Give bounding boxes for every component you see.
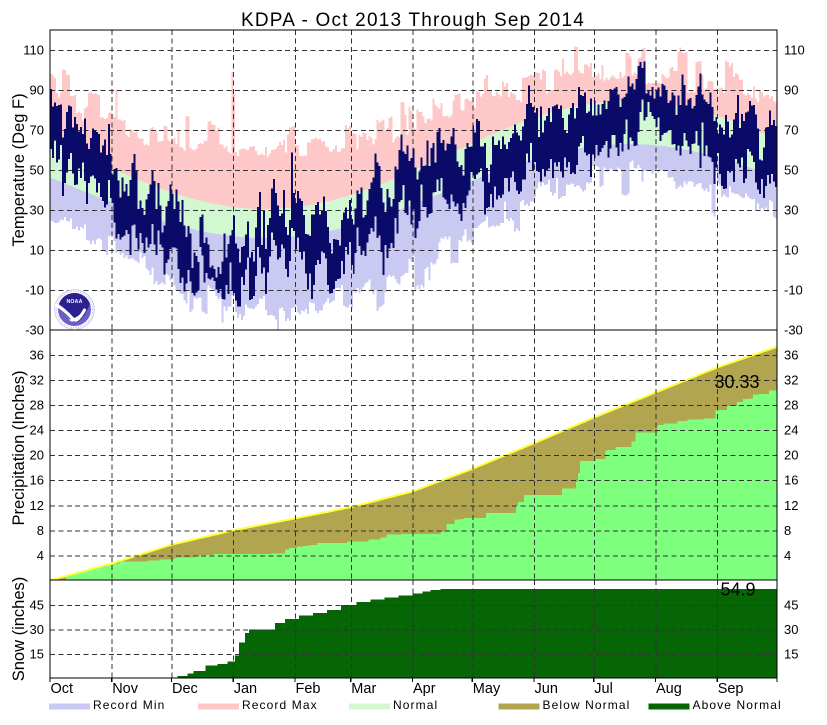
svg-text:Above Normal: Above Normal: [693, 698, 782, 712]
svg-text:20: 20: [784, 448, 798, 463]
svg-text:Record Min: Record Min: [93, 698, 165, 712]
svg-text:20: 20: [30, 448, 44, 463]
svg-text:-30: -30: [784, 323, 803, 338]
svg-text:Sep: Sep: [718, 681, 744, 697]
svg-text:Aug: Aug: [656, 681, 682, 697]
svg-text:8: 8: [37, 523, 44, 538]
svg-text:45: 45: [30, 598, 44, 613]
svg-text:15: 15: [784, 647, 798, 662]
svg-text:Snow (inches): Snow (inches): [10, 577, 28, 682]
svg-text:-10: -10: [25, 283, 44, 298]
svg-text:70: 70: [784, 123, 798, 138]
svg-text:30: 30: [784, 203, 798, 218]
svg-text:45: 45: [784, 598, 798, 613]
svg-text:4: 4: [37, 548, 44, 563]
svg-text:10: 10: [784, 243, 798, 258]
svg-text:50: 50: [30, 163, 44, 178]
svg-text:10: 10: [30, 243, 44, 258]
svg-text:Feb: Feb: [296, 681, 321, 697]
svg-text:Below Normal: Below Normal: [543, 698, 631, 712]
svg-text:4: 4: [784, 548, 791, 563]
svg-text:Jun: Jun: [535, 681, 558, 697]
svg-text:90: 90: [784, 83, 798, 98]
svg-text:15: 15: [30, 647, 44, 662]
svg-text:16: 16: [784, 473, 798, 488]
svg-text:50: 50: [784, 163, 798, 178]
svg-text:32: 32: [30, 373, 44, 388]
svg-text:May: May: [473, 681, 501, 697]
svg-text:28: 28: [30, 398, 44, 413]
svg-text:Dec: Dec: [172, 681, 198, 697]
svg-text:Record Max: Record Max: [242, 698, 318, 712]
svg-text:12: 12: [30, 498, 44, 513]
svg-text:Temperature (Deg F): Temperature (Deg F): [10, 93, 28, 246]
svg-text:Normal: Normal: [393, 698, 438, 712]
svg-text:12: 12: [784, 498, 798, 513]
svg-text:Jul: Jul: [594, 681, 613, 697]
svg-text:110: 110: [23, 43, 44, 58]
svg-text:30.33: 30.33: [714, 372, 759, 392]
svg-text:70: 70: [30, 123, 44, 138]
svg-text:28: 28: [784, 398, 798, 413]
svg-text:Oct: Oct: [51, 681, 74, 697]
svg-text:54.9: 54.9: [720, 580, 755, 600]
svg-text:Nov: Nov: [112, 681, 139, 697]
svg-text:30: 30: [30, 203, 44, 218]
svg-text:Mar: Mar: [351, 681, 376, 697]
svg-text:-30: -30: [25, 323, 44, 338]
svg-text:24: 24: [30, 423, 44, 438]
svg-text:Apr: Apr: [413, 681, 436, 697]
svg-text:Jan: Jan: [234, 681, 257, 697]
svg-text:30: 30: [30, 622, 44, 637]
svg-text:32: 32: [784, 373, 798, 388]
svg-text:-10: -10: [784, 283, 803, 298]
svg-text:24: 24: [784, 423, 798, 438]
svg-text:90: 90: [30, 83, 44, 98]
svg-text:16: 16: [30, 473, 44, 488]
svg-text:8: 8: [784, 523, 791, 538]
svg-text:30: 30: [784, 622, 798, 637]
svg-text:110: 110: [784, 43, 805, 58]
svg-text:KDPA - Oct 2013 Through Sep 20: KDPA - Oct 2013 Through Sep 2014: [241, 10, 585, 31]
svg-text:36: 36: [30, 347, 44, 362]
svg-text:NOAA: NOAA: [66, 299, 82, 305]
svg-text:36: 36: [784, 347, 798, 362]
svg-text:Precipitation (Inches): Precipitation (Inches): [10, 371, 28, 526]
